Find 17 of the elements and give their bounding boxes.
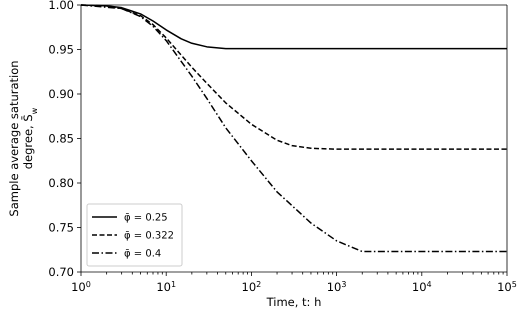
- y-tick-label: 0.70: [48, 265, 74, 280]
- x-tick-label: 10$^{3}$: [326, 280, 346, 294]
- y-tick-label: 0.95: [48, 42, 74, 57]
- x-tick-label: 10$^{1}$: [156, 280, 176, 294]
- legend-label: φ̄ = 0.322: [124, 230, 174, 242]
- x-axis-title: Time, t: h: [266, 295, 322, 309]
- y-tick-label: 0.80: [48, 176, 74, 190]
- x-tick-label: 10$^{2}$: [242, 280, 262, 294]
- y-tick-label: 1.00: [48, 0, 74, 12]
- legend-label: φ̄ = 0.4: [124, 248, 162, 260]
- x-tick-label: 10$^{4}$: [412, 280, 432, 294]
- x-tick-label: 10$^{0}$: [71, 280, 91, 294]
- x-tick-label: 10$^{5}$: [497, 280, 517, 294]
- y-tick-label: 0.90: [48, 87, 74, 102]
- y-tick-label: 0.75: [48, 220, 74, 235]
- legend-label: φ̄ = 0.25: [124, 212, 168, 224]
- y-tick-label: 0.85: [48, 132, 74, 146]
